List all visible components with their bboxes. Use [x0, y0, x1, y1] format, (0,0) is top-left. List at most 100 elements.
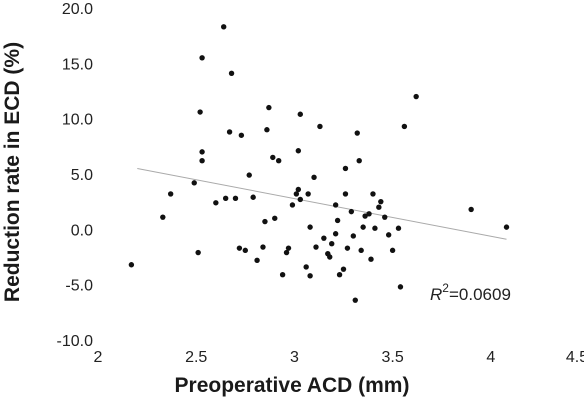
- data-point: [317, 123, 323, 130]
- data-point: [293, 191, 300, 197]
- data-point: [352, 297, 358, 303]
- data-point: [250, 194, 256, 200]
- data-point: [199, 149, 205, 155]
- data-point: [307, 224, 313, 230]
- data-point: [366, 211, 372, 217]
- data-point: [199, 158, 205, 164]
- x-axis-title: Preoperative ACD (mm): [175, 374, 410, 397]
- data-point: [197, 109, 203, 115]
- data-point: [295, 186, 302, 193]
- x-tick-label: 2: [94, 349, 103, 366]
- data-point: [468, 206, 474, 213]
- y-axis: -10.0 -5.0 0.0 5.0 10.0 15.0 20.0: [57, 1, 94, 350]
- data-point: [327, 254, 333, 260]
- data-point: [285, 245, 292, 251]
- y-axis-title: Reduction rate in ECD (%): [1, 42, 24, 302]
- y-tick-label: 20.0: [62, 1, 93, 18]
- data-point: [340, 266, 347, 272]
- data-point: [332, 202, 339, 208]
- x-tick-label: 4: [486, 349, 495, 366]
- data-point: [368, 256, 374, 262]
- data-point: [356, 158, 362, 164]
- data-point: [307, 273, 313, 279]
- data-point: [350, 233, 357, 239]
- data-point: [385, 232, 392, 238]
- data-point: [378, 198, 384, 205]
- data-point: [295, 148, 302, 154]
- data-point: [289, 202, 296, 208]
- data-point: [226, 129, 233, 135]
- data-point: [389, 247, 396, 254]
- data-point: [321, 235, 327, 241]
- data-point: [270, 154, 276, 161]
- data-point: [264, 127, 270, 133]
- x-tick-label: 4.5: [566, 349, 584, 366]
- data-point: [160, 214, 166, 220]
- data-point: [191, 180, 197, 186]
- data-point: [360, 224, 366, 230]
- data-point: [228, 70, 235, 76]
- data-point: [260, 244, 266, 250]
- data-point: [305, 191, 311, 197]
- r-symbol: R: [430, 285, 442, 304]
- data-point: [238, 132, 245, 138]
- y-tick-label: 10.0: [62, 112, 93, 129]
- y-tick-label: -5.0: [65, 278, 93, 295]
- data-point: [329, 241, 335, 247]
- data-point: [370, 191, 376, 197]
- y-tick-label: -10.0: [57, 333, 94, 350]
- data-point: [344, 245, 351, 251]
- data-point: [342, 191, 349, 197]
- data-point: [332, 231, 339, 237]
- data-point: [413, 93, 419, 100]
- x-axis: 2 2.5 3 3.5 4 4.5: [94, 349, 584, 366]
- data-point: [213, 200, 219, 206]
- data-point: [275, 158, 282, 164]
- data-point: [397, 284, 404, 290]
- data-point: [503, 224, 510, 230]
- data-point: [382, 214, 388, 220]
- y-tick-label: 5.0: [71, 167, 93, 184]
- y-tick-label: 15.0: [62, 56, 93, 73]
- data-point: [354, 130, 360, 136]
- x-tick-label: 3: [290, 349, 299, 366]
- data-point: [395, 225, 402, 231]
- data-point: [334, 217, 341, 224]
- data-point: [266, 104, 272, 111]
- data-point: [372, 225, 378, 231]
- data-point: [128, 262, 135, 268]
- r-superscript: 2: [442, 281, 449, 295]
- data-point: [313, 244, 319, 250]
- data-point: [254, 257, 260, 264]
- data-point: [336, 272, 343, 278]
- data-point: [303, 264, 309, 270]
- data-point: [358, 247, 364, 254]
- x-tick-label: 3.5: [381, 349, 403, 366]
- data-point: [167, 191, 174, 197]
- data-point: [199, 55, 205, 61]
- data-point: [297, 111, 303, 117]
- data-point: [297, 196, 303, 203]
- r-squared-annotation: R2=0.0609: [430, 281, 511, 304]
- data-point: [242, 247, 248, 254]
- data-point: [376, 204, 382, 210]
- data-point: [262, 218, 268, 225]
- data-point: [342, 165, 349, 172]
- data-point: [362, 213, 368, 219]
- data-point: [232, 195, 239, 202]
- data-point: [222, 195, 229, 202]
- data-point: [272, 215, 278, 221]
- data-point: [279, 272, 286, 278]
- trendline: [137, 167, 507, 240]
- data-point: [246, 172, 252, 178]
- data-points: [128, 24, 510, 303]
- data-point: [348, 208, 355, 215]
- data-point: [401, 123, 408, 130]
- y-tick-label: 0.0: [71, 222, 93, 239]
- data-point: [236, 245, 243, 251]
- data-point: [220, 24, 227, 30]
- data-point: [311, 174, 317, 181]
- r-squared-value: =0.0609: [449, 285, 511, 304]
